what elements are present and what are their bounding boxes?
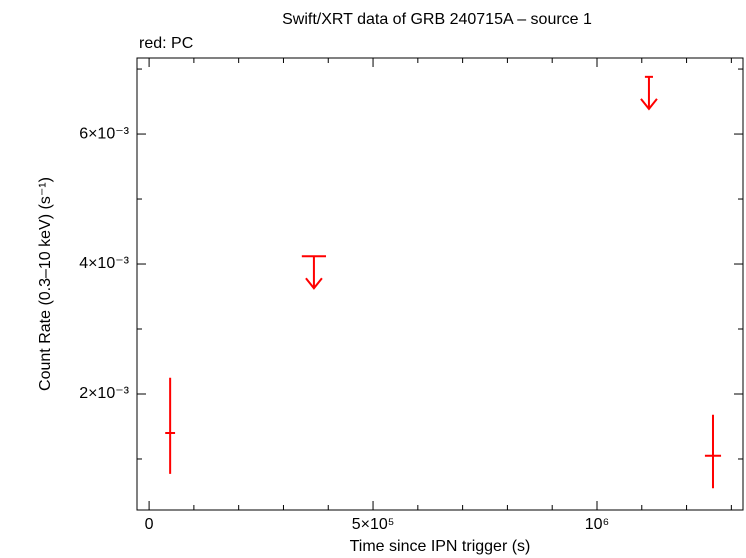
chart-title: Swift/XRT data of GRB 240715A – source 1 xyxy=(282,11,592,28)
x-tick-label: 10⁶ xyxy=(585,516,609,533)
y-axis-label: Count Rate (0.3–10 keV) (s⁻¹) xyxy=(37,177,54,391)
y-tick-label: 6×10⁻³ xyxy=(79,125,129,142)
upper-limit-arrow xyxy=(305,256,323,290)
x-tick-label: 0 xyxy=(145,516,154,533)
plot-frame xyxy=(136,57,744,511)
y-tick-label: 2×10⁻³ xyxy=(79,385,129,402)
legend: red: PC xyxy=(139,35,193,52)
x-tick-label: 5×10⁵ xyxy=(352,516,395,533)
y-tick-label: 4×10⁻³ xyxy=(79,255,129,272)
upper-limit-arrow xyxy=(640,76,658,111)
x-axis-label: Time since IPN trigger (s) xyxy=(350,538,531,555)
